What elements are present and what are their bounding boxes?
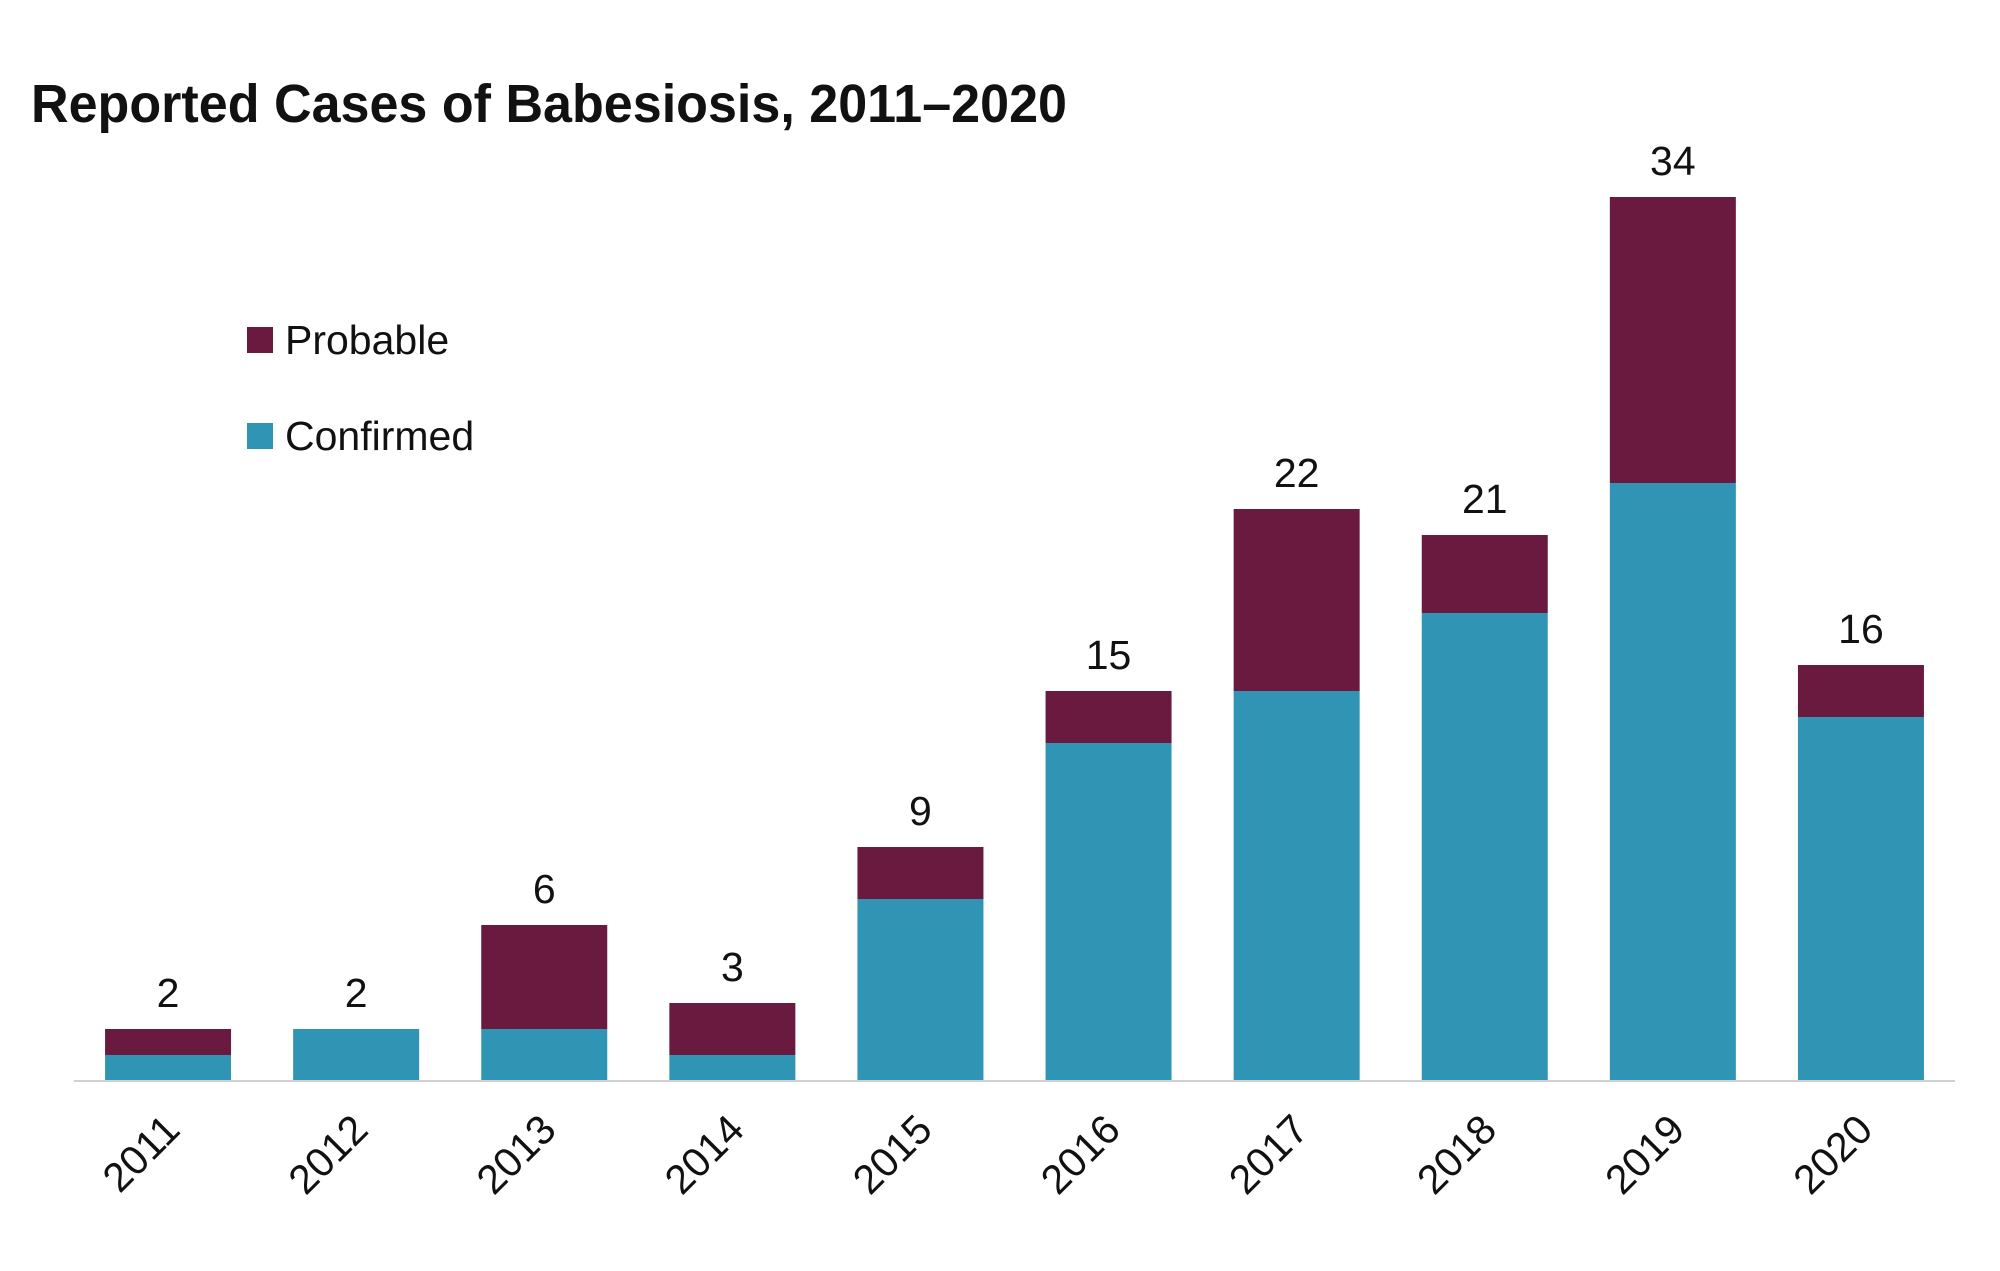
data-label: 2 bbox=[345, 970, 368, 1016]
x-tick-label: 2013 bbox=[468, 1106, 565, 1203]
bar-segment bbox=[857, 899, 984, 1081]
bar-segment bbox=[1045, 743, 1172, 1081]
bar-segment bbox=[1797, 717, 1924, 1081]
x-tick-label: 2018 bbox=[1408, 1106, 1505, 1203]
bar-segment bbox=[293, 1029, 420, 1081]
chart-title: Reported Cases of Babesiosis, 2011–2020 bbox=[31, 74, 1067, 134]
x-tick-label: 2012 bbox=[279, 1106, 376, 1203]
x-tick-label: 2014 bbox=[656, 1106, 753, 1203]
data-label: 15 bbox=[1086, 632, 1132, 678]
bar-segment bbox=[857, 847, 984, 899]
x-tick-label: 2015 bbox=[844, 1106, 941, 1203]
x-tick-label: 2017 bbox=[1220, 1106, 1317, 1203]
data-label: 16 bbox=[1838, 606, 1884, 652]
bar-segment bbox=[1421, 613, 1548, 1081]
bar-segment bbox=[481, 925, 608, 1029]
legend-swatch bbox=[247, 327, 273, 353]
bar-segment bbox=[1609, 483, 1736, 1081]
data-label: 2 bbox=[157, 970, 180, 1016]
bar-segment bbox=[1609, 197, 1736, 483]
bar-segment bbox=[1045, 691, 1172, 743]
legend-swatch bbox=[247, 423, 273, 449]
bar-segment bbox=[1797, 665, 1924, 717]
legend-label: Confirmed bbox=[285, 413, 474, 459]
data-label: 6 bbox=[533, 866, 556, 912]
data-label: 9 bbox=[909, 788, 932, 834]
x-tick-label: 2019 bbox=[1596, 1106, 1693, 1203]
bar-segment bbox=[105, 1055, 232, 1081]
legend-label: Probable bbox=[285, 317, 449, 363]
bar-segment bbox=[105, 1029, 232, 1055]
bar-segment bbox=[1421, 535, 1548, 613]
x-tick-label: 2011 bbox=[94, 1106, 189, 1201]
data-label: 22 bbox=[1274, 450, 1320, 496]
data-label: 34 bbox=[1650, 138, 1696, 184]
bar-segment bbox=[481, 1029, 608, 1081]
data-label: 3 bbox=[721, 944, 744, 990]
bar-segment bbox=[669, 1003, 796, 1055]
data-label: 21 bbox=[1462, 476, 1508, 522]
bar-segment bbox=[1233, 691, 1360, 1081]
bar-segment bbox=[1233, 509, 1360, 691]
x-tick-label: 2020 bbox=[1784, 1106, 1881, 1203]
bar-segment bbox=[669, 1055, 796, 1081]
x-tick-label: 2016 bbox=[1032, 1106, 1129, 1203]
